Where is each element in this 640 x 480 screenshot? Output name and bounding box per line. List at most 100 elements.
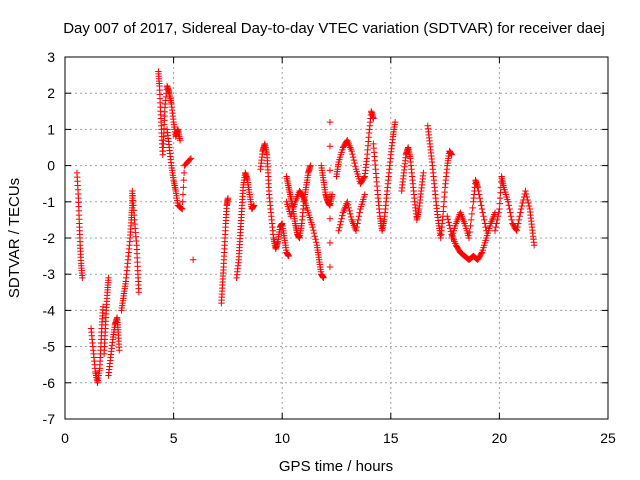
data-point	[353, 223, 360, 231]
data-point	[476, 194, 484, 202]
data-point	[179, 198, 186, 205]
data-point	[351, 159, 358, 167]
data-point	[478, 205, 486, 213]
data-point	[515, 216, 523, 224]
y-tick-label: -7	[43, 411, 56, 427]
data-point	[326, 191, 334, 198]
data-point	[492, 223, 499, 231]
data-point	[356, 209, 363, 216]
data-point	[180, 176, 187, 184]
data-point	[285, 252, 292, 260]
data-point	[445, 219, 452, 226]
y-tick-label: 3	[47, 49, 55, 65]
data-point	[326, 239, 334, 247]
data-point	[507, 213, 515, 220]
data-point	[299, 193, 307, 201]
data-point	[355, 216, 362, 224]
data-point	[116, 347, 123, 354]
data-point	[516, 213, 523, 220]
data-point	[391, 118, 399, 126]
data-point	[467, 222, 474, 230]
data-point	[313, 239, 320, 246]
data-point	[507, 209, 514, 216]
data-point	[336, 224, 343, 231]
data-point	[224, 194, 232, 202]
data-point	[482, 223, 489, 231]
data-point	[467, 216, 475, 224]
data-point	[494, 213, 502, 220]
data-point	[466, 228, 473, 236]
data-point	[336, 221, 344, 228]
data-point	[522, 190, 530, 198]
data-point	[344, 198, 351, 205]
data-point	[326, 143, 334, 150]
data-point	[506, 205, 513, 213]
data-point	[180, 184, 187, 191]
data-point	[515, 220, 522, 227]
data-point	[335, 227, 342, 234]
data-point	[505, 202, 513, 209]
data-point	[478, 202, 485, 209]
data-point	[481, 220, 489, 227]
data-point	[187, 155, 195, 162]
data-point	[477, 198, 484, 205]
grid-lines	[65, 57, 608, 419]
y-tick-label: 2	[47, 85, 55, 101]
data-point	[326, 263, 334, 271]
data-point	[326, 118, 334, 126]
data-point	[311, 232, 318, 240]
tick-labels: 0 5 10 15 20 25 -7 -6 -5 -4 -3 -2 -1 0 1 2 3	[43, 49, 616, 446]
data-point	[346, 207, 353, 215]
data-point	[496, 200, 503, 207]
data-point	[348, 147, 355, 155]
x-tick-label: 20	[492, 430, 508, 446]
data-point	[496, 205, 503, 213]
data-point	[444, 213, 451, 220]
data-points	[73, 68, 538, 386]
data-point	[326, 167, 334, 174]
data-point	[497, 189, 504, 196]
y-tick-label: -2	[43, 230, 56, 246]
data-point	[444, 216, 452, 223]
data-point	[339, 212, 346, 219]
data-point	[420, 169, 427, 177]
data-point	[465, 234, 473, 242]
data-point	[312, 236, 319, 243]
data-point	[189, 256, 197, 263]
data-point	[345, 204, 353, 212]
y-tick-label: -4	[43, 302, 56, 318]
data-point	[495, 209, 502, 216]
data-point	[468, 210, 476, 218]
data-point	[469, 204, 476, 212]
data-point	[361, 191, 368, 198]
y-tick-label: -6	[43, 375, 56, 391]
data-point	[180, 169, 188, 177]
data-point	[105, 274, 112, 282]
data-point	[352, 163, 359, 170]
data-point	[523, 193, 531, 201]
data-point	[320, 274, 327, 282]
x-tick-label: 0	[61, 430, 69, 446]
data-point	[517, 209, 524, 216]
x-tick-label: 5	[170, 430, 178, 446]
data-point	[309, 223, 316, 231]
data-point	[338, 215, 345, 222]
y-tick-label: 1	[47, 121, 55, 137]
data-point	[514, 223, 521, 231]
data-point	[186, 156, 194, 163]
data-point	[475, 187, 482, 195]
data-point	[519, 199, 526, 207]
y-axis-title: SDTVAR / TECUs	[6, 178, 23, 298]
data-point	[494, 216, 501, 224]
data-point	[479, 209, 486, 216]
data-point	[530, 242, 538, 249]
data-point	[326, 215, 334, 222]
data-point	[179, 191, 187, 198]
plot-frame	[64, 56, 609, 420]
chart-title: Day 007 of 2017, Sidereal Day-to-day VTE…	[63, 20, 605, 37]
data-point	[513, 227, 520, 234]
data-point	[250, 202, 258, 209]
data-point	[99, 303, 107, 310]
data-point	[135, 289, 143, 296]
